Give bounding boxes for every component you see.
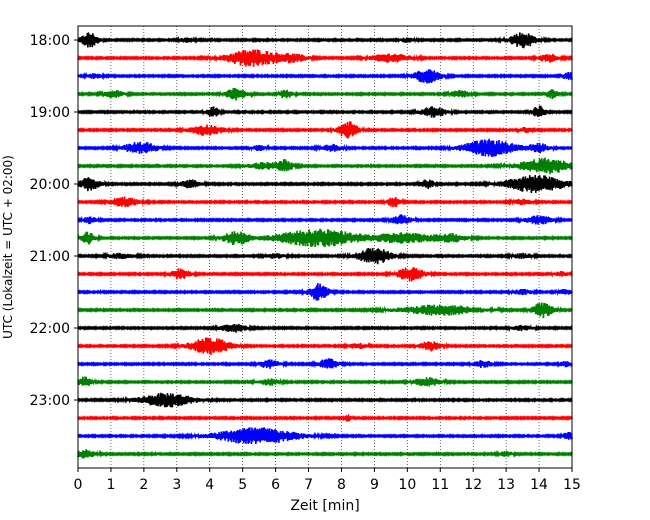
seismic-trace	[77, 175, 573, 194]
seismic-trace	[77, 337, 573, 356]
seismic-trace	[77, 196, 573, 208]
x-axis-label: Zeit [min]	[290, 498, 359, 514]
y-tick-label: 23:00	[30, 393, 70, 409]
seismic-trace	[77, 228, 573, 248]
x-axis: 0 1 2 3 4 5 6 7 8 9 10 11 12 13 14 15	[74, 468, 581, 493]
seismic-trace	[77, 138, 573, 157]
seismic-trace	[77, 267, 573, 282]
x-tick-label: 8	[337, 477, 346, 493]
seismic-trace	[77, 392, 573, 408]
x-tick-label: 11	[431, 477, 449, 493]
y-axis: 18:00 19:00 20:00 21:00 22:00 23:00	[30, 33, 78, 409]
y-axis-label: UTC (Lokalzeit = UTC + 02:00)	[1, 155, 15, 339]
x-tick-label: 14	[530, 477, 548, 493]
seismic-trace	[77, 358, 573, 369]
x-tick-label: 7	[304, 477, 313, 493]
x-tick-label: 10	[398, 477, 416, 493]
seismic-trace	[77, 214, 573, 225]
y-tick-label: 21:00	[30, 249, 70, 265]
x-tick-label: 5	[238, 477, 247, 493]
seismic-trace	[77, 105, 573, 118]
y-tick-label: 18:00	[30, 33, 70, 49]
x-tick-label: 3	[172, 477, 181, 493]
seismic-trace	[77, 302, 573, 319]
seismic-trace	[77, 87, 573, 101]
seismic-trace	[77, 414, 573, 422]
x-tick-label: 1	[106, 477, 115, 493]
x-tick-label: 12	[464, 477, 482, 493]
seismic-trace	[77, 376, 573, 387]
y-tick-label: 20:00	[30, 177, 70, 193]
y-tick-label: 19:00	[30, 105, 70, 121]
seismic-trace	[77, 323, 573, 333]
traces	[77, 32, 573, 459]
seismic-trace	[77, 49, 573, 67]
seismic-trace	[77, 121, 573, 139]
x-tick-label: 6	[271, 477, 280, 493]
seismic-trace	[77, 427, 573, 445]
x-tick-label: 0	[74, 477, 83, 493]
y-tick-label: 22:00	[30, 321, 70, 337]
seismic-trace	[77, 32, 573, 49]
plot-frame	[77, 25, 573, 469]
x-tick-label: 4	[205, 477, 214, 493]
x-tick-label: 2	[139, 477, 148, 493]
x-tick-label: 15	[563, 477, 581, 493]
x-tick-label: 9	[370, 477, 379, 493]
x-tick-label: 13	[497, 477, 515, 493]
seismic-trace	[77, 449, 573, 459]
seismic-trace	[77, 247, 573, 265]
seismic-trace	[77, 157, 573, 175]
seismic-trace	[77, 69, 573, 84]
seismic-trace	[77, 283, 573, 301]
